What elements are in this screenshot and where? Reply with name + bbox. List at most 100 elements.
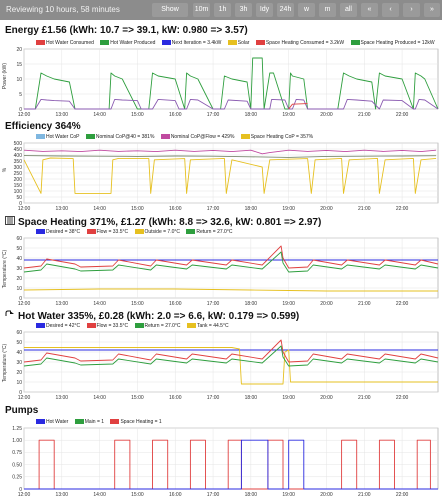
x-tick-label: 15:00: [131, 112, 144, 118]
x-tick-label: 13:00: [56, 206, 69, 212]
energy-title: Energy £1.56 (kWh: 10.7 => 39.1, kW: 0.9…: [5, 25, 248, 36]
y-tick-label: 40: [16, 350, 22, 356]
legend-item[interactable]: Desired = 38°C: [36, 229, 80, 235]
top-toolbar: Reviewing 10 hours, 58 minutes Show Late…: [0, 0, 442, 27]
hot-water-title: Hot Water 335%, £0.28 (kWh: 2.0 => 6.6, …: [5, 310, 299, 322]
range-1h-button[interactable]: 1h: [214, 3, 231, 17]
legend-swatch: [36, 40, 45, 46]
series-line: [24, 347, 438, 385]
series-line: [23, 251, 439, 273]
legend-swatch: [186, 229, 196, 235]
next-page-button[interactable]: ›: [403, 3, 420, 17]
pumps-chart: 0 0.25 0.50 0.75 1.00 1.25 12:00 13:00 14:00 15:0…: [12, 426, 439, 498]
legend-item[interactable]: Desired = 42°C: [36, 323, 80, 329]
legend-item[interactable]: Solar: [227, 40, 250, 46]
y-tick-label: 20: [16, 47, 22, 53]
legend-item[interactable]: Nominal CoP@Flow = 429%: [160, 134, 235, 140]
legend-swatch: [134, 323, 144, 329]
legend-item[interactable]: Hot Water Produced: [100, 40, 155, 46]
y-tick-label: 100: [14, 189, 23, 195]
y-tick-label: 1.00: [12, 438, 22, 444]
x-tick-label: 18:00: [245, 301, 258, 307]
x-tick-label: 12:00: [18, 492, 31, 498]
legend-item[interactable]: Main = 1: [74, 419, 105, 425]
x-tick-label: 18:00: [245, 206, 258, 212]
y-tick-label: 0: [19, 107, 22, 113]
first-page-button[interactable]: «: [361, 3, 378, 17]
y-tick-label: 10: [16, 286, 22, 292]
range-all-button[interactable]: all: [340, 3, 357, 17]
legend-label: Hot Water CoP: [46, 134, 80, 140]
range-week-button[interactable]: w: [298, 3, 315, 17]
x-tick-label: 22:00: [396, 395, 409, 401]
x-tick-label: 22:00: [396, 492, 409, 498]
legend-label: Return = 27.0°C: [196, 229, 233, 235]
legend-item[interactable]: Hot Water CoP: [36, 134, 79, 140]
x-tick-label: 19:00: [282, 395, 295, 401]
legend-item[interactable]: Space Heating CoP = 357%: [240, 134, 314, 140]
last-page-button[interactable]: »: [424, 3, 440, 17]
x-tick-label: 21:00: [358, 492, 371, 498]
x-tick-label: 17:00: [207, 492, 220, 498]
prev-page-button[interactable]: ‹: [382, 3, 399, 17]
y-tick-label: 500: [14, 141, 23, 147]
x-tick-label: 15:00: [131, 395, 144, 401]
legend-item[interactable]: Outside = 7.0°C: [134, 229, 180, 235]
range-24h-button[interactable]: 24h: [277, 3, 294, 17]
y-tick-label: 0: [19, 487, 22, 493]
legend-label: Nominal CoP@Flow = 429%: [170, 134, 235, 140]
legend-swatch: [74, 419, 84, 425]
x-tick-label: 15:00: [131, 301, 144, 307]
legend-item[interactable]: Flow = 33.5°C: [86, 229, 128, 235]
efficiency-title: Efficiency 364%: [5, 121, 81, 132]
series-line: [23, 288, 438, 292]
legend-item[interactable]: Space Heating Produced = 12kW: [350, 40, 435, 46]
energy-legend: Hot Water Consumed Hot Water Produced Ne…: [36, 40, 440, 46]
range-month-button[interactable]: m: [319, 3, 336, 17]
x-tick-label: 19:00: [282, 301, 295, 307]
y-tick-label: 10: [16, 77, 22, 83]
range-1dy-button[interactable]: Idy: [256, 3, 273, 17]
legend-label: Space Heating CoP = 357%: [250, 134, 314, 140]
y-tick-label: 0: [19, 390, 22, 396]
x-tick-label: 20:00: [320, 206, 333, 212]
legend-swatch: [36, 323, 45, 329]
legend-swatch: [227, 40, 237, 46]
hot-water-legend: Desired = 42°C Flow = 33.5°C Return = 27…: [36, 323, 234, 329]
legend-item[interactable]: Next Iteration = 3.4kW: [161, 40, 221, 46]
plot-area: [23, 427, 439, 490]
legend-label: Hot Water: [46, 419, 69, 425]
x-tick-label: 13:00: [56, 395, 69, 401]
x-tick-label: 21:00: [358, 112, 371, 118]
x-tick-label: 12:00: [18, 206, 31, 212]
range-3h-button[interactable]: 3h: [235, 3, 252, 17]
legend-item[interactable]: Hot Water Consumed: [36, 40, 94, 46]
x-tick-label: 16:00: [169, 395, 182, 401]
space-heating-title-text: Space Heating 371%, £1.27 (kWh: 8.8 => 3…: [18, 217, 322, 228]
space-heating-legend: Desired = 38°C Flow = 33.5°C Outside = 7…: [36, 229, 237, 235]
series-line: [23, 245, 439, 269]
legend-label: Tank = 44.5°C: [196, 323, 229, 329]
x-tick-label: 18:00: [245, 112, 258, 118]
legend-label: Solar: [237, 40, 250, 46]
legend-item[interactable]: Tank = 44.5°C: [186, 323, 229, 329]
range-10m-button[interactable]: 10m: [193, 3, 210, 17]
show-latest-button[interactable]: Show Latest: [152, 3, 188, 27]
legend-item[interactable]: Space Heating = 1: [110, 419, 162, 425]
space-heating-chart: 0 10 20 30 40 50 60 12:00 13:00 14:00 15:00 16:00 17…: [2, 236, 439, 307]
x-tick-label: 13:00: [56, 301, 69, 307]
x-tick-label: 20:00: [320, 395, 333, 401]
legend-item[interactable]: Nominal CoP@40 = 381%: [85, 134, 154, 140]
y-tick-label: 450: [14, 147, 23, 153]
legend-item[interactable]: Return = 27.0°C: [134, 323, 181, 329]
x-tick-label: 17:00: [207, 112, 220, 118]
series-line: [23, 345, 439, 367]
legend-item[interactable]: Space Heating Consumed = 3.2kW: [255, 40, 344, 46]
series-line: [24, 439, 438, 490]
legend-item[interactable]: Return = 27.0°C: [186, 229, 232, 235]
x-tick-label: 19:00: [282, 492, 295, 498]
radiator-icon: [5, 216, 15, 225]
legend-item[interactable]: Hot Water: [36, 419, 68, 425]
legend-item[interactable]: Flow = 33.5°C: [86, 323, 128, 329]
legend-label: Main = 1: [84, 419, 105, 425]
